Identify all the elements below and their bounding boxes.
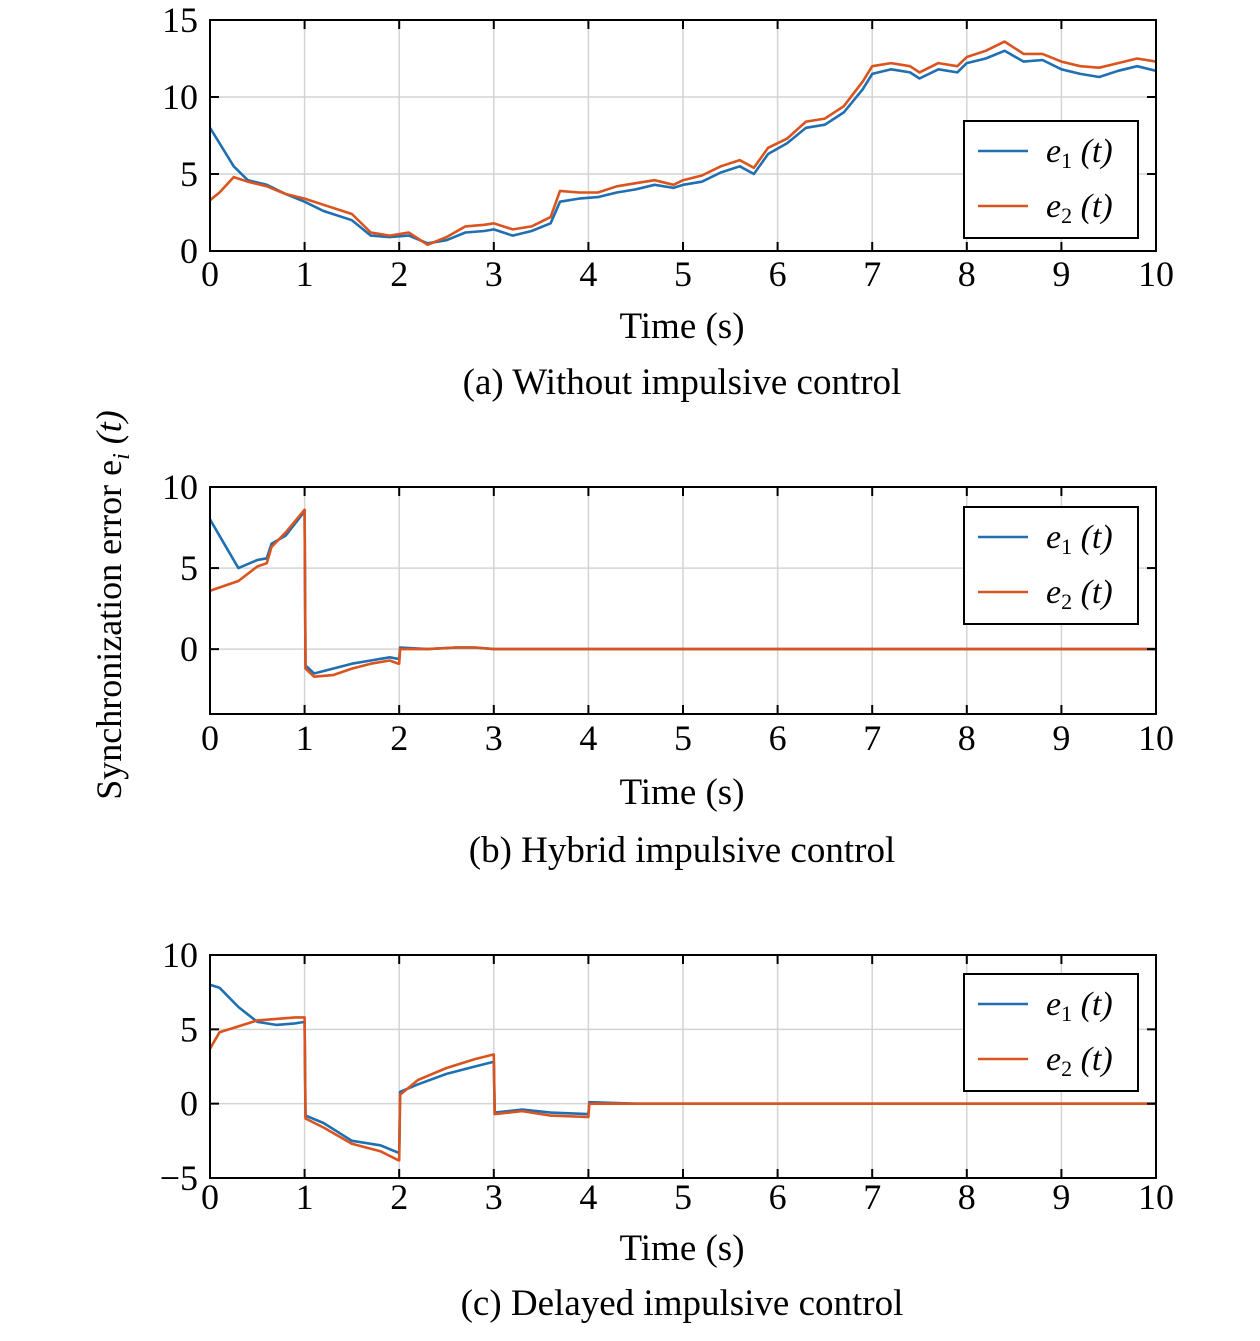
y-tick-label: 10 (162, 935, 198, 975)
panel-0: 0 1 2 3 4 5 6 7 8 9 10 0 5 10 15 Time (s) (a) Without im… (162, 0, 1174, 403)
x-tick-label: 1 (296, 254, 314, 294)
x-tick-label: 3 (485, 254, 503, 294)
y-tick-label: 0 (180, 231, 198, 271)
x-tick-label: 9 (1052, 718, 1070, 758)
legend-entry-e2: e2 (t) (1046, 574, 1113, 614)
series-line-e2 (210, 40, 1156, 247)
shared-y-axis-label-text: Synchronization error e (88, 459, 129, 800)
x-tick-label: 7 (863, 718, 881, 758)
x-tick-label: 0 (201, 254, 219, 294)
x-tick-label: 4 (579, 1177, 597, 1217)
x-tick-label: 0 (201, 1177, 219, 1217)
shared-y-axis-label-arg: (t) (88, 410, 129, 445)
x-tick-label: 6 (769, 254, 787, 294)
legend-box (963, 973, 1139, 1092)
legend-box (963, 120, 1139, 239)
legend-box (963, 506, 1139, 625)
x-tick-label: 2 (390, 254, 408, 294)
y-tick-label: 5 (180, 154, 198, 194)
legend-entry-e1: e1 (t) (1046, 133, 1113, 173)
x-tick-label: 1 (296, 1177, 314, 1217)
x-tick-label: 5 (674, 1177, 692, 1217)
x-axis-label: Time (s) (619, 306, 744, 347)
x-tick-label: 6 (769, 1177, 787, 1217)
y-tick-label: 10 (162, 467, 198, 507)
legend-entry-e2: e2 (t) (1046, 188, 1113, 228)
x-tick-label: 10 (1138, 718, 1174, 758)
y-tick-label: 5 (180, 1009, 198, 1049)
x-tick-label: 5 (674, 254, 692, 294)
x-tick-label: 4 (579, 254, 597, 294)
x-tick-label: 2 (390, 718, 408, 758)
legend-entry-e1: e1 (t) (1046, 986, 1113, 1026)
y-tick-label: 10 (162, 77, 198, 117)
x-tick-label: 9 (1052, 254, 1070, 294)
x-tick-label: 3 (485, 718, 503, 758)
x-tick-label: 6 (769, 718, 787, 758)
x-axis-label: Time (s) (619, 1228, 744, 1269)
x-tick-label: 9 (1052, 1177, 1070, 1217)
y-tick-label: 5 (180, 548, 198, 588)
y-tick-label: −5 (160, 1158, 198, 1198)
x-tick-label: 8 (958, 1177, 976, 1217)
x-tick-label: 8 (958, 718, 976, 758)
x-tick-label: 10 (1138, 1177, 1174, 1217)
y-tick-label: 15 (162, 0, 198, 40)
x-tick-label: 4 (579, 718, 597, 758)
x-tick-label: 10 (1138, 254, 1174, 294)
series-line-e1 (210, 49, 1156, 245)
x-tick-label: 8 (958, 254, 976, 294)
panel-1: 0 1 2 3 4 5 6 7 8 9 10 0 5 10 Time (s) (b) Hybrid impul… (162, 467, 1174, 871)
legend-entry-e1: e1 (t) (1046, 519, 1113, 559)
series-line-e2 (210, 1016, 1156, 1162)
series-line-e2 (210, 508, 1156, 679)
y-tick-label: 0 (180, 1084, 198, 1124)
x-tick-label: 7 (863, 254, 881, 294)
y-tick-label: 0 (180, 629, 198, 669)
panel-caption: (a) Without impulsive control (463, 362, 902, 403)
panel-caption: (c) Delayed impulsive control (461, 1283, 904, 1324)
panel-caption: (b) Hybrid impulsive control (469, 830, 895, 871)
shared-y-axis-label-sub: i (109, 453, 136, 460)
x-tick-label: 5 (674, 718, 692, 758)
x-tick-label: 2 (390, 1177, 408, 1217)
shared-y-axis-label: Synchronization error ei (t) (88, 410, 136, 800)
x-axis-label: Time (s) (619, 772, 744, 813)
legend-entry-e2: e2 (t) (1046, 1041, 1113, 1081)
x-tick-label: 7 (863, 1177, 881, 1217)
x-tick-label: 3 (485, 1177, 503, 1217)
x-tick-label: 1 (296, 718, 314, 758)
x-tick-label: 0 (201, 718, 219, 758)
